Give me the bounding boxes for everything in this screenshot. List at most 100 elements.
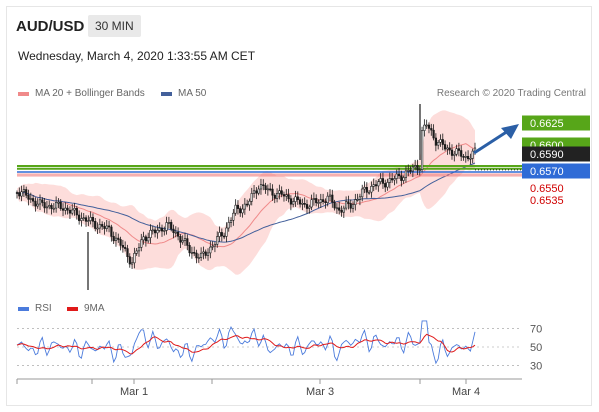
bearish-candle-body	[239, 208, 242, 214]
candle	[195, 249, 198, 264]
candle	[174, 226, 177, 238]
bearish-candle-body	[324, 201, 327, 203]
bearish-candle-body	[144, 236, 148, 242]
bullish-candle-body	[183, 238, 187, 241]
candle	[319, 193, 322, 208]
bullish-candle-body	[411, 166, 415, 172]
datetime-label: Wednesday, March 4, 2020 1:33:55 AM CET	[18, 49, 256, 63]
bullish-candle-body	[80, 218, 83, 221]
candle	[248, 198, 251, 211]
candle	[91, 213, 94, 228]
candle	[266, 184, 270, 196]
candle	[338, 201, 341, 215]
candle	[186, 234, 189, 251]
bullish-candle-body	[209, 246, 212, 254]
candle	[469, 153, 472, 165]
candle	[227, 216, 230, 232]
bearish-candle-body	[160, 227, 164, 232]
bullish-candle-body	[87, 220, 90, 222]
bearish-candle-body	[186, 238, 189, 246]
bullish-candle-body	[45, 206, 48, 209]
bearish-candle-body	[390, 178, 394, 181]
candle	[315, 194, 318, 207]
bearish-candle-body	[296, 196, 299, 201]
ma9-swatch	[67, 306, 78, 311]
bullish-candle-body	[464, 156, 467, 158]
rsi-ma-line	[16, 333, 476, 355]
bullish-candle-body	[361, 188, 364, 198]
candle	[87, 215, 90, 227]
candle	[78, 210, 81, 225]
bullish-candle-body	[232, 212, 235, 221]
candle	[147, 232, 150, 244]
candle	[124, 241, 127, 252]
bullish-candle-body	[163, 230, 166, 232]
candle	[328, 189, 332, 201]
candle	[131, 257, 134, 269]
candle	[430, 123, 433, 136]
candle	[414, 159, 417, 171]
candle	[119, 236, 122, 251]
bullish-candle-body	[342, 207, 345, 213]
bearish-candle-body	[282, 194, 286, 197]
candle	[379, 173, 382, 185]
candle	[181, 235, 184, 245]
bullish-candle-body	[248, 200, 251, 206]
bullish-candle-body	[377, 181, 380, 187]
bearish-candle-body	[400, 175, 403, 181]
bearish-candle-body	[264, 185, 267, 190]
bullish-candle-body	[133, 253, 136, 264]
bearish-candle-body	[287, 194, 290, 200]
bearish-candle-body	[18, 192, 21, 197]
candle	[179, 234, 182, 248]
candle	[453, 150, 456, 162]
bearish-candle-body	[188, 245, 191, 254]
bullish-candle-body	[105, 225, 108, 229]
bullish-candle-body	[257, 188, 260, 194]
bullish-candle-body	[71, 209, 74, 214]
candle	[50, 203, 53, 215]
candle	[243, 198, 246, 215]
candle	[386, 178, 389, 191]
candle	[374, 180, 378, 190]
candle	[133, 247, 136, 269]
bearish-candle-body	[432, 129, 435, 139]
bearish-candle-body	[124, 247, 127, 249]
bullish-candle-body	[57, 201, 60, 204]
bullish-candle-body	[151, 229, 154, 232]
timeframe-badge[interactable]: 30 MIN	[88, 15, 141, 37]
bearish-candle-body	[443, 144, 447, 150]
bullish-candle-body	[328, 194, 332, 197]
bearish-candle-body	[349, 203, 352, 209]
bullish-candle-body	[135, 250, 138, 254]
bullish-candle-body	[142, 236, 145, 241]
bullish-candle-body	[140, 239, 143, 248]
bearish-candle-body	[427, 124, 431, 129]
bullish-candle-body	[471, 150, 474, 159]
candle	[140, 233, 143, 252]
candle	[96, 222, 99, 234]
bearish-candle-body	[466, 156, 470, 160]
bullish-candle-body	[275, 193, 279, 199]
candle	[347, 195, 350, 210]
candle	[390, 173, 394, 183]
candle	[135, 248, 138, 256]
bullish-candle-body	[96, 227, 99, 230]
candle	[239, 206, 242, 217]
bearish-candle-body	[321, 199, 325, 203]
candle	[342, 205, 345, 218]
candle	[335, 203, 339, 214]
bearish-candle-body	[15, 192, 19, 194]
price-tag-pivot	[522, 163, 590, 179]
bullish-candle-body	[229, 220, 233, 223]
candle	[71, 204, 74, 216]
bearish-candle-body	[61, 208, 65, 211]
bearish-candle-body	[128, 256, 131, 265]
candle	[317, 199, 320, 208]
bullish-candle-body	[372, 184, 375, 187]
candle	[121, 239, 124, 253]
candle	[27, 189, 30, 206]
candle	[229, 217, 233, 228]
candle	[177, 227, 180, 241]
bullish-candle-body	[259, 184, 263, 190]
